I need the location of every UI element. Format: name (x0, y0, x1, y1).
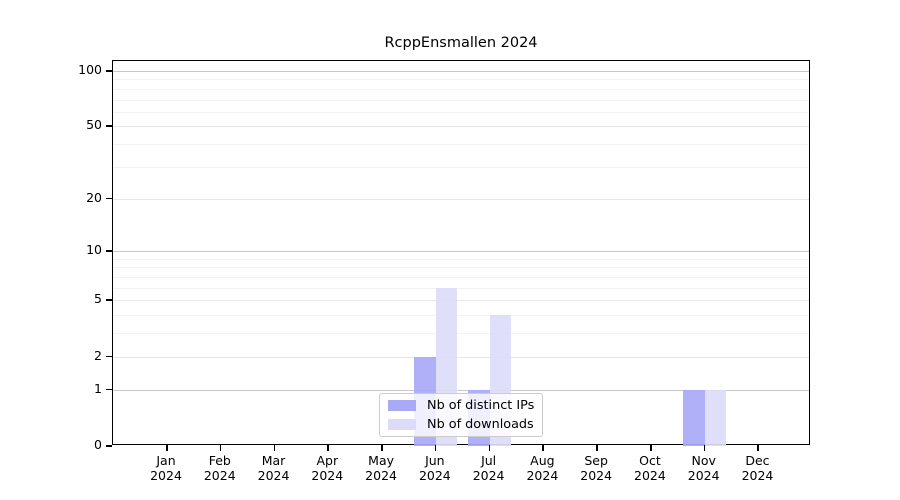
legend-label-distinct-ips: Nb of distinct IPs (427, 398, 535, 413)
gridline-minor (113, 144, 809, 146)
x-axis-label-line: Apr (316, 453, 339, 468)
x-axis-label: Aug 2024 (515, 453, 569, 483)
y-axis-label: 100 (78, 61, 102, 77)
gridline-minor (113, 333, 809, 335)
gridline (113, 126, 809, 128)
gridline (113, 300, 809, 302)
gridline-minor (113, 267, 809, 269)
gridline-minor (113, 99, 809, 101)
y-axis-label: 0 (94, 437, 102, 452)
x-axis-label: Sep 2024 (569, 453, 623, 483)
x-axis-label: Jul 2024 (462, 453, 516, 483)
y-axis-tick (106, 388, 112, 391)
x-axis-label-line: Jul (481, 453, 497, 468)
x-axis-label-line: Jan (156, 453, 176, 468)
y-axis-tick (106, 69, 112, 72)
y-axis-tick (106, 250, 112, 252)
y-axis-tick (106, 355, 112, 358)
legend-item-distinct-ips: Nb of distinct IPs (388, 398, 534, 413)
x-axis-tick (488, 445, 491, 451)
x-axis-label-line: Sep (584, 453, 608, 468)
gridline-emphasized (113, 251, 809, 253)
gridline-minor (113, 88, 809, 90)
gridline-minor (113, 315, 809, 317)
y-axis-tick (106, 299, 112, 301)
x-axis-label-line: 2024 (311, 468, 344, 483)
x-axis-label-line: Feb (208, 453, 231, 468)
x-axis-tick (327, 445, 329, 451)
y-axis-label: 5 (94, 291, 102, 307)
x-axis-label-line: Mar (261, 453, 286, 468)
x-axis-label: Feb 2024 (193, 453, 247, 483)
x-axis-label-line: 2024 (741, 468, 774, 483)
gridline-emphasized (113, 70, 809, 72)
y-axis-tick (106, 125, 112, 128)
x-axis-label: Apr 2024 (300, 453, 354, 483)
x-axis-label-line: 2024 (203, 468, 236, 483)
y-axis-label: 10 (86, 242, 102, 258)
x-axis-label: Oct 2024 (623, 453, 677, 483)
x-axis-label: Mar 2024 (247, 453, 301, 483)
chart-legend: Nb of distinct IPs Nb of downloads (379, 393, 543, 437)
x-axis-label-line: Dec (745, 453, 770, 468)
bar-nov-2024-distinct-ips (683, 389, 705, 446)
x-axis-label-line: 2024 (526, 468, 559, 483)
x-axis-tick (381, 445, 383, 451)
x-axis-label-line: 2024 (365, 468, 397, 483)
x-axis-tick (649, 445, 652, 451)
x-axis-label: Dec 2024 (730, 453, 784, 483)
legend-item-downloads: Nb of downloads (388, 417, 534, 432)
y-axis-tick (106, 197, 112, 200)
gridline-minor (113, 258, 809, 260)
y-axis-label: 50 (86, 117, 102, 133)
legend-swatch-downloads (388, 419, 416, 430)
x-axis-label-line: Oct (639, 453, 661, 468)
x-axis-tick (542, 445, 544, 451)
gridline-minor (113, 166, 809, 168)
gridline-minor (113, 79, 809, 81)
gridline (113, 356, 809, 358)
x-axis-label-line: 2024 (257, 468, 290, 483)
x-axis-label-line: 2024 (634, 468, 666, 483)
y-axis-label: 2 (94, 347, 102, 363)
y-axis-label: 1 (94, 380, 102, 396)
x-axis-label-line: Jun (425, 453, 445, 468)
x-axis-tick (596, 445, 598, 451)
x-axis-label: Jun 2024 (408, 453, 462, 483)
x-axis-label-line: 2024 (418, 468, 451, 483)
y-axis-tick (106, 445, 112, 447)
x-axis-label-line: 2024 (472, 468, 505, 483)
x-axis-tick (757, 445, 760, 451)
x-axis-label-line: Nov (691, 453, 716, 468)
gridline-minor (113, 277, 809, 279)
chart-title: RcppEnsmallen 2024 (384, 35, 538, 51)
x-axis-label-line: 2024 (580, 468, 613, 483)
x-axis-label: Jan 2024 (139, 453, 193, 483)
x-axis-tick (273, 445, 276, 451)
gridline (113, 198, 809, 200)
gridline-minor (113, 287, 809, 289)
legend-swatch-distinct-ips (388, 400, 416, 411)
gridline-minor (113, 111, 809, 113)
x-axis-label-line: May (368, 453, 394, 468)
x-axis-label: May 2024 (354, 453, 408, 483)
plot-area (112, 60, 810, 446)
x-axis-label-line: 2024 (687, 468, 720, 483)
x-axis-label-line: Aug (530, 453, 555, 468)
x-axis-label-line: 2024 (150, 468, 182, 483)
x-axis-tick (219, 445, 222, 451)
x-axis-tick (703, 445, 706, 451)
x-axis-tick (166, 445, 168, 451)
x-axis-label: Nov 2024 (677, 453, 731, 483)
y-axis-label: 20 (86, 189, 102, 205)
bar-nov-2024-downloads (704, 389, 727, 446)
legend-label-downloads: Nb of downloads (427, 417, 534, 432)
gridline-emphasized (113, 389, 809, 391)
x-axis-tick (434, 445, 437, 451)
